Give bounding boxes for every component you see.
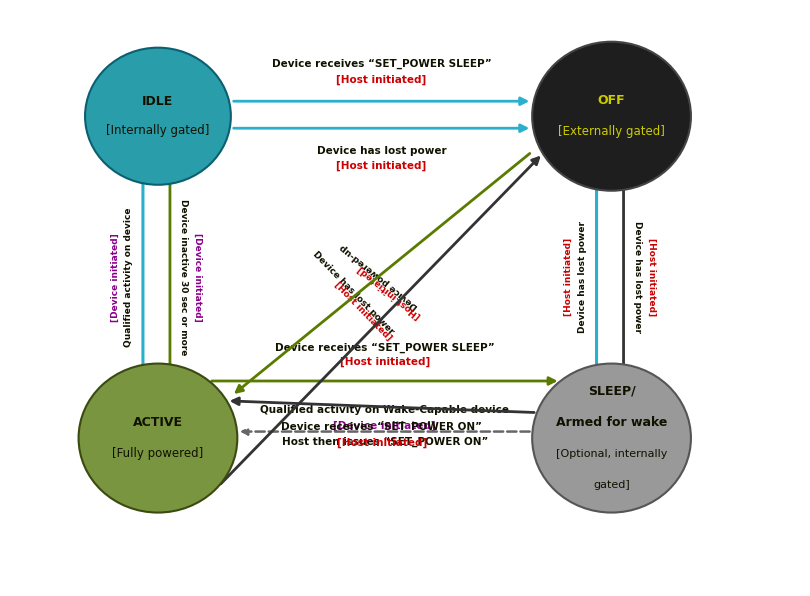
Text: [Externally gated]: [Externally gated]: [558, 125, 665, 138]
Text: Device receives “SET_POWER SLEEP”: Device receives “SET_POWER SLEEP”: [275, 343, 495, 353]
Text: Device has lost power: Device has lost power: [578, 221, 587, 333]
Text: Device has lost power: Device has lost power: [317, 146, 446, 156]
Text: OFF: OFF: [598, 94, 625, 107]
Text: Device has lost power: Device has lost power: [633, 221, 642, 333]
Text: Device receives “SET_POWER SLEEP”: Device receives “SET_POWER SLEEP”: [271, 59, 492, 69]
Text: ACTIVE: ACTIVE: [133, 416, 183, 429]
Text: Armed for wake: Armed for wake: [556, 416, 667, 429]
Text: Device receives “SET_POWER ON”: Device receives “SET_POWER ON”: [281, 421, 482, 432]
Text: [Optional, internally: [Optional, internally: [556, 449, 667, 459]
Text: Device powered-up: Device powered-up: [339, 242, 420, 311]
Text: Qualified activity on Wake-Capable device: Qualified activity on Wake-Capable devic…: [260, 405, 509, 415]
Text: IDLE: IDLE: [143, 95, 173, 108]
Ellipse shape: [85, 48, 231, 185]
Text: [Host initiated]: [Host initiated]: [336, 161, 427, 172]
Text: Device has lost power: Device has lost power: [310, 250, 395, 336]
Text: [Host initiated]: [Host initiated]: [356, 264, 422, 321]
Text: Qualified activity on device: Qualified activity on device: [125, 207, 134, 347]
Text: [Device initiated]: [Device initiated]: [194, 233, 202, 321]
Text: Host then issues “SET_POWER ON”: Host then issues “SET_POWER ON”: [282, 436, 488, 446]
Text: [Host initiated]: [Host initiated]: [564, 238, 573, 316]
Text: [Device initiated]: [Device initiated]: [334, 420, 436, 431]
Text: [Internally gated]: [Internally gated]: [106, 124, 210, 137]
Ellipse shape: [532, 364, 691, 513]
Text: [Host initiated]: [Host initiated]: [339, 357, 430, 367]
Text: Device inactive 30 sec or more: Device inactive 30 sec or more: [180, 199, 189, 355]
Text: [Host initiated]: [Host initiated]: [647, 238, 656, 316]
Text: [Fully powered]: [Fully powered]: [113, 447, 203, 460]
Ellipse shape: [79, 364, 237, 513]
Ellipse shape: [532, 42, 691, 191]
Text: gated]: gated]: [593, 480, 630, 490]
Text: [Host initiated]: [Host initiated]: [337, 437, 427, 448]
Text: [Host initiated]: [Host initiated]: [336, 75, 427, 85]
Text: SLEEP/: SLEEP/: [588, 384, 635, 398]
Text: [Device initiated]: [Device initiated]: [110, 233, 119, 321]
Text: [Host initiated]: [Host initiated]: [332, 280, 394, 342]
